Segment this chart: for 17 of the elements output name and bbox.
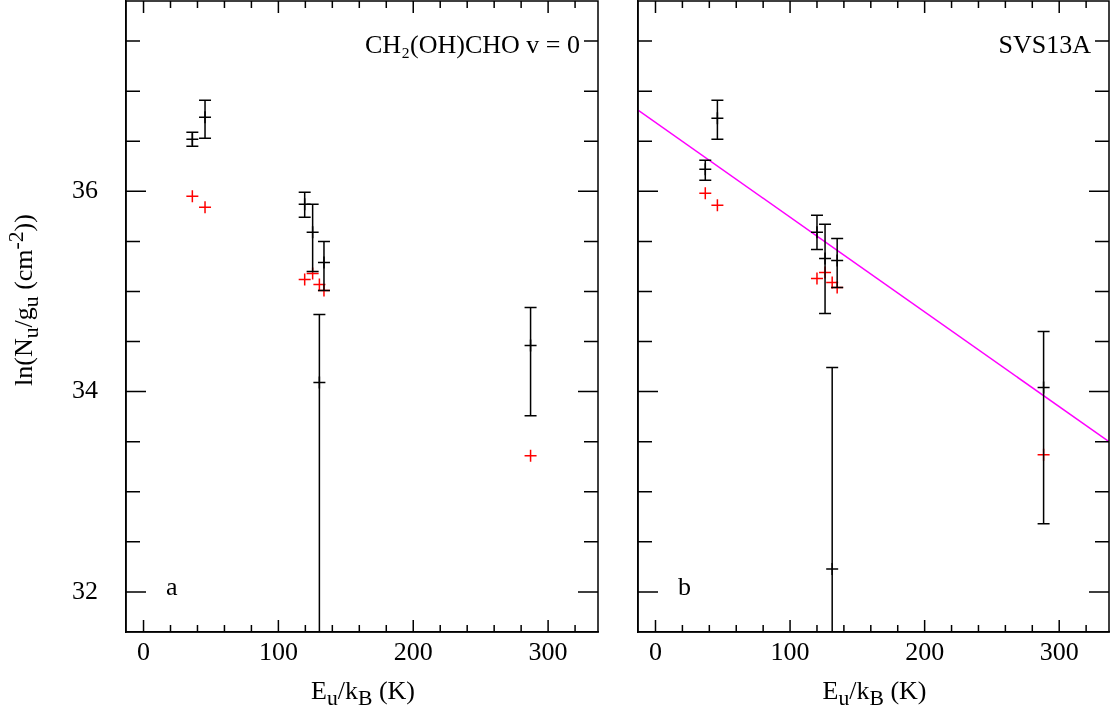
- annotation: a: [166, 572, 178, 602]
- y-tick-label: 32: [72, 575, 98, 605]
- x-axis-title: E$_{u}$/k$_{B}$ (K): [821, 676, 928, 712]
- y-tick-label: 34: [72, 375, 98, 405]
- x-tick-label: 0: [648, 636, 662, 666]
- x-tick-label: 200: [393, 636, 433, 666]
- annotation: SVS13A: [998, 30, 1091, 60]
- y-tick-label: 36: [72, 175, 98, 205]
- annotation: b: [678, 572, 691, 602]
- x-axis-title: E$_{u}$/k$_{B}$ (K): [310, 676, 416, 712]
- x-tick-label: 300: [528, 636, 568, 666]
- x-tick-label: 200: [905, 636, 945, 666]
- annotation: CH₂(OH)CHO v = 0: [364, 30, 580, 60]
- x-tick-label: 0: [137, 636, 151, 666]
- x-tick-label: 300: [1039, 636, 1079, 666]
- x-tick-label: 100: [258, 636, 298, 666]
- x-tick-label: 100: [770, 636, 810, 666]
